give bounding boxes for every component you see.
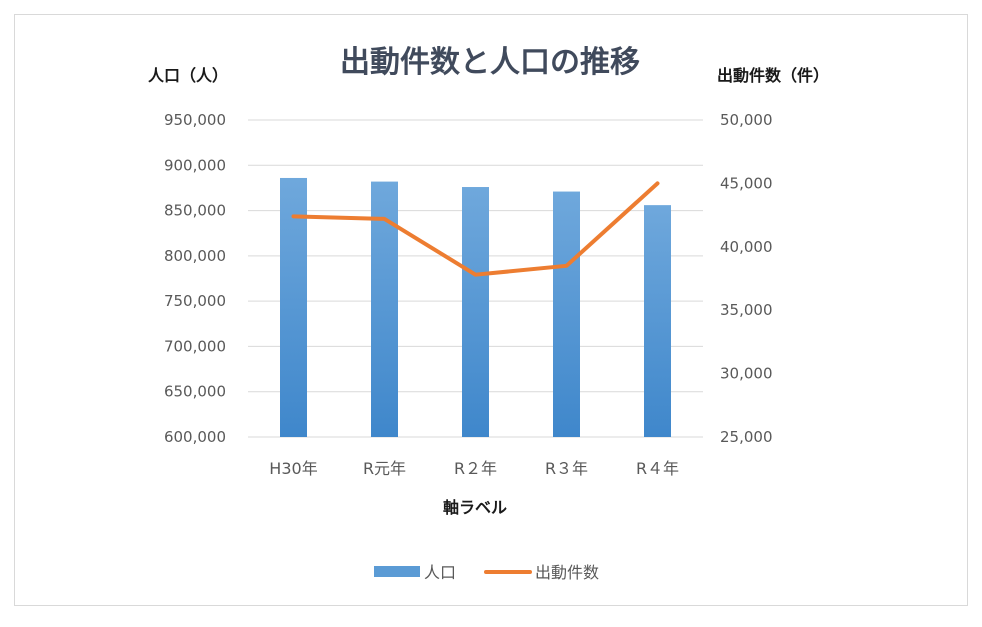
- point-dispatches: [566, 265, 567, 267]
- y-tick-label: 750,000: [164, 292, 226, 310]
- y2-tick-label: 40,000: [720, 238, 773, 256]
- y2-tick-label: 50,000: [720, 111, 773, 129]
- bar-population: [462, 187, 489, 437]
- x-axis-title: 軸ラベル: [443, 498, 507, 517]
- line-series: [291, 181, 660, 277]
- legend-label-population: 人口: [424, 563, 456, 582]
- y-tick-label: 700,000: [164, 337, 226, 355]
- point-dispatches: [384, 218, 385, 220]
- chart-frame: [14, 14, 968, 606]
- y2-tick-label: 25,000: [720, 428, 773, 446]
- y-tick-label: 800,000: [164, 247, 226, 265]
- chart-title: 出動件数と人口の推移: [340, 45, 640, 80]
- legend-label-dispatches: 出動件数: [535, 563, 599, 582]
- point-dispatches: [293, 215, 294, 217]
- y-tick-label: 950,000: [164, 111, 226, 129]
- y2-tick-label: 30,000: [720, 365, 773, 383]
- x-tick-label: R２年: [454, 459, 497, 478]
- y-tick-label: 850,000: [164, 202, 226, 220]
- y2-axis-title: 出動件数（件）: [717, 66, 829, 85]
- point-dispatches: [657, 182, 658, 184]
- y-axis-title: 人口（人）: [148, 66, 228, 85]
- bar-population: [553, 191, 580, 437]
- x-tick-label: R４年: [636, 459, 679, 478]
- y2-tick-label: 35,000: [720, 301, 773, 319]
- legend: 人口 出動件数: [374, 563, 599, 582]
- y-tick-label: 900,000: [164, 156, 226, 174]
- x-tick-label: R３年: [545, 459, 588, 478]
- legend-swatch-population: [374, 566, 420, 577]
- tick-labels: 600,000 650,000 700,000 750,000 800,000 850,0…: [164, 111, 773, 478]
- y-tick-label: 600,000: [164, 428, 226, 446]
- y2-tick-label: 45,000: [720, 174, 773, 192]
- x-tick-label: R元年: [363, 459, 406, 478]
- bar-population: [644, 205, 671, 437]
- x-tick-label: H30年: [269, 459, 317, 478]
- y-tick-label: 650,000: [164, 383, 226, 401]
- point-dispatches: [475, 274, 476, 276]
- bar-population: [280, 177, 307, 438]
